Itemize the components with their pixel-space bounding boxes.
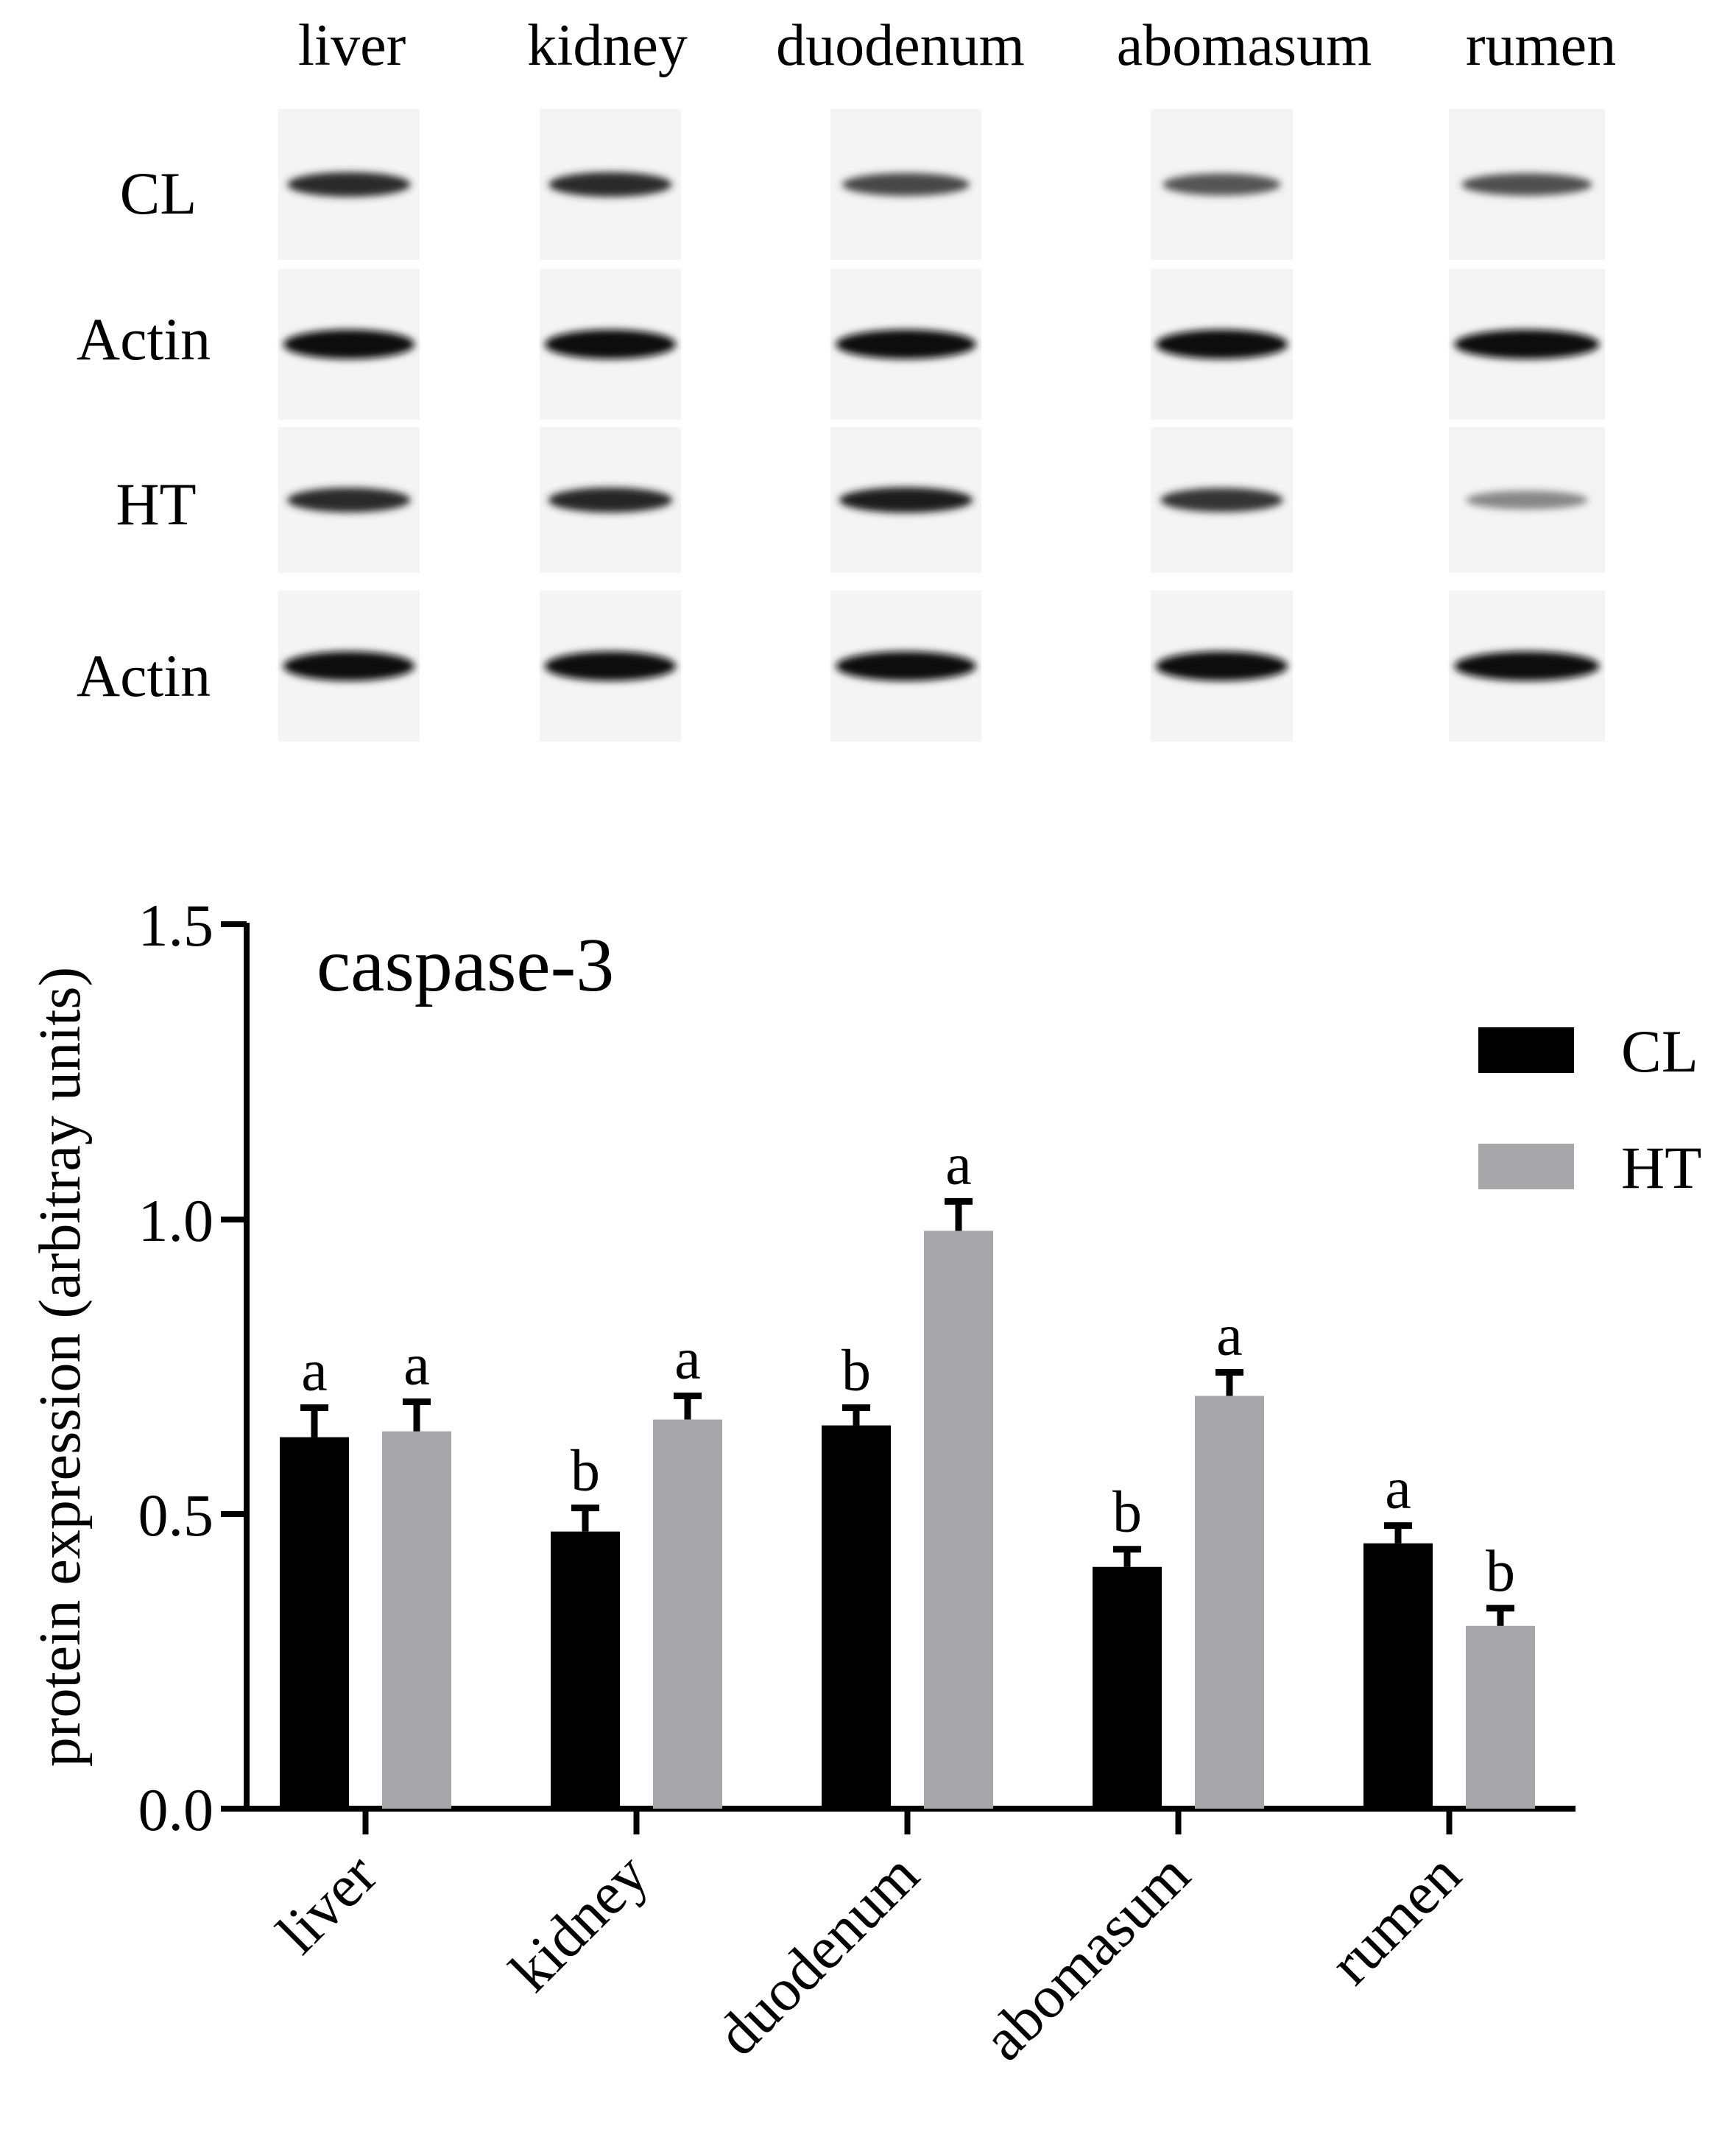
x-tick-label: duodenum	[704, 1840, 931, 2068]
blot-band	[1466, 490, 1588, 510]
significance-letter: b	[841, 1339, 871, 1404]
legend-swatch-ht	[1478, 1144, 1574, 1189]
significance-letter: a	[1216, 1303, 1243, 1368]
blot-band	[836, 651, 976, 681]
blot-band	[839, 487, 973, 513]
blot-tissue-label: rumen	[1466, 13, 1616, 78]
blot-band	[548, 487, 673, 513]
legend-label-cl: CL	[1621, 1018, 1698, 1085]
x-tick-labels: liver kidney duodenum abomasum rumen	[264, 1809, 1473, 2073]
significance-letter: a	[301, 1339, 328, 1404]
significance-letter: a	[674, 1327, 701, 1392]
blot-tissue-label: liver	[298, 13, 406, 78]
blot-tissue-label: kidney	[527, 13, 688, 78]
bar-cl	[551, 1531, 620, 1809]
bar-ht	[924, 1231, 993, 1809]
blot-band	[1454, 329, 1600, 359]
y-tick-label: 0.5	[138, 1482, 214, 1549]
significance-letter: a	[945, 1132, 972, 1197]
blot-band	[1162, 173, 1281, 196]
blot-panels	[278, 109, 1605, 742]
blot-band	[544, 329, 677, 359]
bar-chart: 1.5 1.0 0.5 0.0 protein expression (arbi…	[28, 892, 1701, 2073]
bar-cl	[280, 1437, 349, 1809]
blot-band	[287, 172, 411, 197]
bar-cl	[1093, 1566, 1162, 1809]
bar-cl	[822, 1425, 891, 1809]
x-tick-label: abomasum	[970, 1840, 1203, 2073]
western-blot-panel: liver kidney duodenum abomasum rumen CL …	[77, 13, 1616, 742]
blot-band	[1160, 488, 1283, 513]
significance-letter: a	[1385, 1457, 1411, 1521]
significance-letter: a	[403, 1333, 430, 1398]
x-tick-label: liver	[264, 1840, 390, 1966]
blot-band	[283, 651, 415, 681]
significance-letter: b	[1112, 1480, 1142, 1545]
y-tick-label: 1.0	[138, 1187, 214, 1254]
y-axis-label: protein expression (arbitray units)	[28, 967, 93, 1767]
bar-ht	[382, 1431, 451, 1809]
blot-band	[841, 172, 970, 197]
blot-band	[548, 172, 672, 197]
blot-row-label: Actin	[77, 306, 211, 373]
legend-swatch-cl	[1478, 1027, 1574, 1073]
legend-label-ht: HT	[1621, 1134, 1701, 1201]
blot-band	[544, 651, 677, 681]
bar-ht	[1466, 1625, 1535, 1809]
x-tick-label: rumen	[1317, 1840, 1473, 1996]
y-tick-label: 1.5	[138, 892, 214, 959]
bars-group: a a b a b a b a a b	[280, 1132, 1535, 1809]
bar-ht	[653, 1419, 722, 1809]
blot-tissue-label: duodenum	[776, 13, 1025, 78]
y-tick-label: 0.0	[138, 1776, 214, 1843]
blot-row-label: HT	[116, 471, 196, 538]
blot-band	[836, 329, 976, 359]
significance-letter: b	[571, 1439, 600, 1504]
bar-cl	[1363, 1543, 1433, 1809]
bar-ht	[1195, 1396, 1264, 1809]
blot-row-label: Actin	[77, 642, 211, 709]
significance-letter: b	[1486, 1539, 1515, 1604]
blot-band	[283, 329, 415, 359]
blot-band	[1461, 173, 1592, 196]
blot-band	[1454, 651, 1600, 681]
chart-title: caspase-3	[317, 923, 614, 1007]
blot-row-label: CL	[120, 160, 197, 227]
blot-band	[1155, 329, 1288, 359]
blot-tissue-label: abomasum	[1117, 13, 1372, 78]
blot-band	[1155, 651, 1288, 681]
blot-band	[287, 488, 411, 513]
x-tick-label: kidney	[497, 1840, 660, 2004]
